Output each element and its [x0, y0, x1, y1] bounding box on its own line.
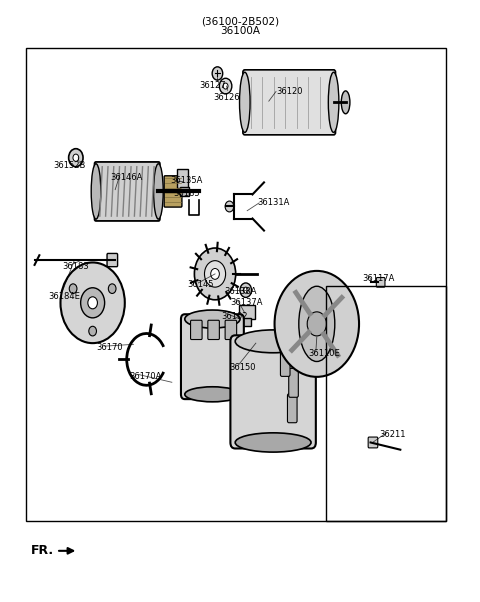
Circle shape — [60, 262, 125, 343]
FancyBboxPatch shape — [368, 437, 378, 448]
Text: 36126: 36126 — [214, 93, 240, 102]
Bar — [326, 286, 446, 521]
FancyBboxPatch shape — [208, 320, 219, 340]
Text: 36150: 36150 — [229, 363, 256, 371]
Circle shape — [225, 201, 234, 212]
Text: 36170A: 36170A — [130, 372, 162, 380]
Bar — [177, 169, 188, 188]
Text: FR.: FR. — [31, 544, 54, 557]
Circle shape — [212, 67, 223, 80]
FancyBboxPatch shape — [164, 176, 182, 207]
Circle shape — [81, 288, 105, 318]
Circle shape — [275, 271, 359, 377]
Text: 36117A: 36117A — [362, 274, 395, 282]
Text: 36135A: 36135A — [170, 176, 203, 185]
FancyBboxPatch shape — [280, 347, 290, 376]
Text: 36145: 36145 — [187, 280, 214, 288]
Text: 36102: 36102 — [221, 312, 247, 321]
FancyBboxPatch shape — [243, 70, 336, 135]
Text: 36131A: 36131A — [257, 199, 289, 207]
Text: 36211: 36211 — [379, 430, 406, 439]
Ellipse shape — [185, 310, 240, 328]
Circle shape — [194, 248, 236, 300]
Text: 36185: 36185 — [173, 190, 199, 198]
Ellipse shape — [235, 330, 311, 353]
Circle shape — [243, 287, 248, 293]
Circle shape — [108, 284, 116, 294]
Text: 36100A: 36100A — [220, 26, 260, 36]
Circle shape — [240, 283, 252, 297]
Circle shape — [69, 284, 77, 294]
FancyBboxPatch shape — [181, 314, 244, 399]
Ellipse shape — [240, 72, 250, 132]
Text: 36152B: 36152B — [53, 161, 85, 170]
Circle shape — [211, 268, 219, 279]
Text: (36100-2B502): (36100-2B502) — [201, 16, 279, 26]
Ellipse shape — [341, 91, 350, 114]
Circle shape — [89, 326, 96, 336]
Circle shape — [69, 149, 83, 167]
FancyBboxPatch shape — [230, 335, 316, 448]
Text: 36138A: 36138A — [225, 288, 257, 296]
Text: 36184E: 36184E — [48, 292, 80, 300]
FancyBboxPatch shape — [191, 320, 202, 340]
Text: 36183: 36183 — [62, 262, 89, 270]
Text: 36120: 36120 — [276, 87, 302, 96]
Text: 36146A: 36146A — [110, 173, 143, 182]
FancyBboxPatch shape — [95, 162, 160, 221]
Circle shape — [204, 261, 226, 287]
Circle shape — [223, 83, 228, 89]
Text: 36110E: 36110E — [308, 349, 340, 358]
FancyBboxPatch shape — [288, 394, 297, 423]
Ellipse shape — [299, 286, 335, 361]
Circle shape — [88, 297, 97, 309]
Ellipse shape — [91, 164, 101, 219]
Text: 36170: 36170 — [96, 344, 122, 352]
FancyBboxPatch shape — [225, 320, 237, 340]
FancyBboxPatch shape — [107, 253, 118, 267]
Ellipse shape — [154, 164, 163, 219]
Bar — [180, 187, 189, 196]
Text: 36127: 36127 — [199, 81, 226, 90]
Circle shape — [219, 78, 232, 94]
Ellipse shape — [328, 72, 339, 132]
FancyBboxPatch shape — [376, 278, 385, 287]
Bar — [26, 48, 446, 521]
Bar — [242, 318, 251, 326]
Ellipse shape — [235, 433, 311, 452]
Ellipse shape — [185, 386, 240, 402]
Circle shape — [73, 154, 79, 161]
FancyBboxPatch shape — [289, 368, 299, 397]
Circle shape — [307, 312, 326, 336]
Text: 36137A: 36137A — [230, 299, 263, 307]
Bar — [239, 305, 255, 319]
